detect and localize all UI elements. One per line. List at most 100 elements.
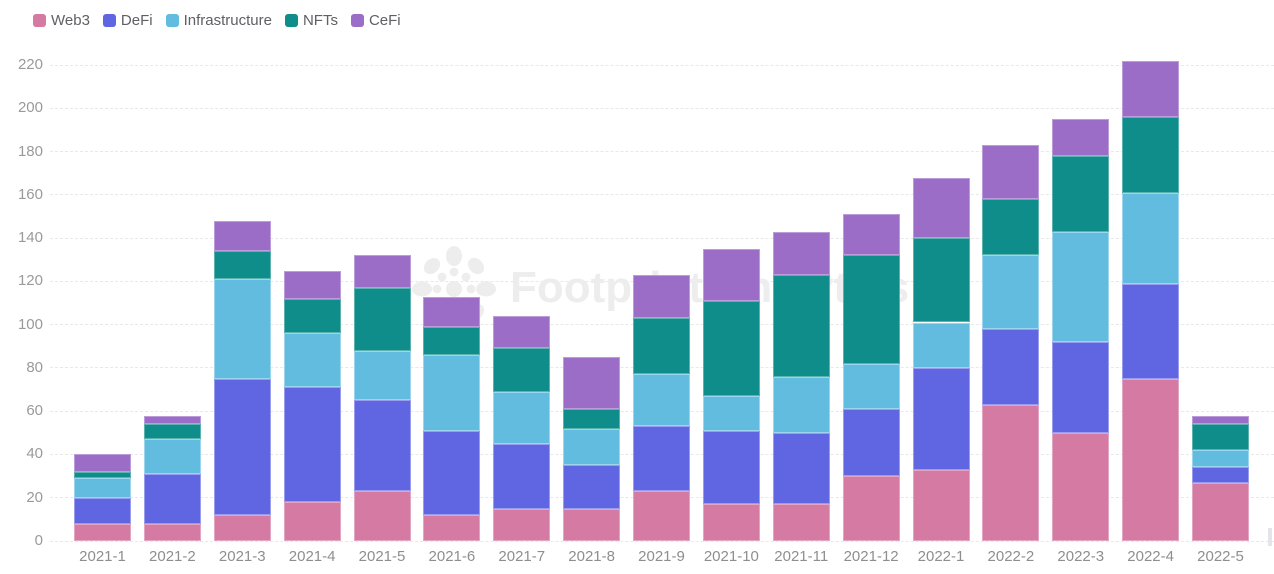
bar-segment-nfts-2022-2[interactable] bbox=[982, 199, 1040, 256]
bar-segment-defi-2021-11[interactable] bbox=[772, 432, 830, 505]
bar-segment-nfts-2022-1[interactable] bbox=[912, 238, 970, 323]
bar-segment-defi-2021-2[interactable] bbox=[143, 473, 201, 524]
bar-segment-infrastructure-2022-2[interactable] bbox=[982, 255, 1040, 329]
bar-segment-infrastructure-2021-4[interactable] bbox=[283, 333, 341, 388]
bar-segment-infrastructure-2022-4[interactable] bbox=[1122, 192, 1180, 284]
bar-segment-defi-2022-5[interactable] bbox=[1192, 467, 1249, 483]
bar-segment-web3-2021-9[interactable] bbox=[633, 491, 690, 541]
bar-segment-defi-2021-5[interactable] bbox=[353, 400, 411, 492]
bar-segment-nfts-2022-3[interactable] bbox=[1052, 155, 1110, 232]
legend-item-nfts[interactable]: NFTs bbox=[284, 12, 338, 29]
bar-segment-nfts-2021-1[interactable] bbox=[74, 471, 131, 479]
bar-segment-cefi-2022-5[interactable] bbox=[1192, 415, 1249, 425]
bar-segment-nfts-2021-3[interactable] bbox=[213, 251, 271, 280]
bar-segment-cefi-2022-2[interactable] bbox=[982, 145, 1040, 200]
legend-item-web3[interactable]: Web3 bbox=[33, 12, 90, 29]
bar-segment-infrastructure-2021-3[interactable] bbox=[213, 279, 271, 379]
bar-segment-nfts-2021-7[interactable] bbox=[493, 348, 551, 392]
bar-segment-cefi-2021-10[interactable] bbox=[702, 248, 760, 301]
bar-segment-nfts-2021-6[interactable] bbox=[423, 326, 481, 355]
bar-segment-nfts-2021-8[interactable] bbox=[563, 409, 621, 429]
bar-segment-defi-2022-2[interactable] bbox=[982, 328, 1040, 405]
bar-segment-infrastructure-2021-9[interactable] bbox=[633, 374, 690, 427]
bar-segment-defi-2021-3[interactable] bbox=[213, 378, 271, 516]
bar-segment-defi-2021-7[interactable] bbox=[493, 443, 551, 509]
bar-segment-cefi-2021-4[interactable] bbox=[283, 270, 341, 299]
bar-segment-infrastructure-2021-8[interactable] bbox=[563, 428, 621, 466]
bar-segment-defi-2021-10[interactable] bbox=[702, 430, 760, 505]
bar-segment-nfts-2021-2[interactable] bbox=[143, 424, 201, 440]
bar-segment-web3-2021-6[interactable] bbox=[423, 515, 481, 541]
bar-2021-12[interactable] bbox=[842, 214, 900, 541]
bar-segment-infrastructure-2021-5[interactable] bbox=[353, 350, 411, 401]
bar-segment-infrastructure-2021-10[interactable] bbox=[702, 396, 760, 431]
bar-2021-10[interactable] bbox=[702, 248, 760, 541]
bar-segment-defi-2021-8[interactable] bbox=[563, 465, 621, 509]
bar-segment-nfts-2021-9[interactable] bbox=[633, 318, 690, 375]
bar-segment-nfts-2021-12[interactable] bbox=[842, 255, 900, 364]
bar-segment-nfts-2022-5[interactable] bbox=[1192, 424, 1249, 451]
bar-2022-2[interactable] bbox=[982, 145, 1040, 541]
bar-segment-infrastructure-2021-2[interactable] bbox=[143, 439, 201, 474]
bar-segment-defi-2022-1[interactable] bbox=[912, 367, 970, 470]
bar-segment-web3-2022-2[interactable] bbox=[982, 404, 1040, 541]
bar-segment-web3-2021-1[interactable] bbox=[74, 523, 131, 541]
bar-segment-defi-2021-12[interactable] bbox=[842, 409, 900, 477]
bar-segment-cefi-2021-5[interactable] bbox=[353, 255, 411, 288]
bar-segment-cefi-2021-7[interactable] bbox=[493, 315, 551, 349]
bar-2021-5[interactable] bbox=[353, 255, 411, 541]
legend-item-cefi[interactable]: CeFi bbox=[350, 12, 401, 29]
bar-segment-infrastructure-2022-5[interactable] bbox=[1192, 450, 1249, 468]
bar-segment-defi-2021-1[interactable] bbox=[74, 497, 131, 524]
bar-segment-nfts-2021-5[interactable] bbox=[353, 287, 411, 351]
bar-segment-web3-2021-12[interactable] bbox=[842, 476, 900, 541]
bar-segment-defi-2021-9[interactable] bbox=[633, 426, 690, 492]
bar-segment-defi-2022-4[interactable] bbox=[1122, 283, 1180, 379]
bar-segment-cefi-2021-3[interactable] bbox=[213, 220, 271, 252]
bar-segment-web3-2022-1[interactable] bbox=[912, 469, 970, 541]
legend-item-defi[interactable]: DeFi bbox=[102, 12, 153, 29]
bar-segment-web3-2021-4[interactable] bbox=[283, 502, 341, 541]
bar-segment-web3-2021-5[interactable] bbox=[353, 491, 411, 541]
bar-segment-cefi-2021-9[interactable] bbox=[633, 274, 690, 319]
bar-segment-defi-2022-3[interactable] bbox=[1052, 341, 1110, 433]
bar-segment-nfts-2021-4[interactable] bbox=[283, 298, 341, 334]
bar-segment-cefi-2021-8[interactable] bbox=[563, 357, 621, 410]
legend-item-infrastructure[interactable]: Infrastructure bbox=[165, 12, 272, 29]
bar-2021-1[interactable] bbox=[74, 454, 131, 541]
bar-2021-7[interactable] bbox=[493, 315, 551, 541]
bar-segment-nfts-2021-10[interactable] bbox=[702, 300, 760, 397]
bar-2022-1[interactable] bbox=[912, 177, 970, 541]
bar-segment-cefi-2021-11[interactable] bbox=[772, 231, 830, 275]
bar-segment-cefi-2021-6[interactable] bbox=[423, 296, 481, 327]
bar-2021-4[interactable] bbox=[283, 270, 341, 541]
bar-segment-infrastructure-2021-1[interactable] bbox=[74, 478, 131, 498]
bar-segment-web3-2021-11[interactable] bbox=[772, 504, 830, 541]
bar-segment-infrastructure-2022-3[interactable] bbox=[1052, 231, 1110, 342]
bar-segment-cefi-2021-2[interactable] bbox=[143, 415, 201, 425]
bar-segment-cefi-2022-3[interactable] bbox=[1052, 119, 1110, 156]
bar-segment-cefi-2022-4[interactable] bbox=[1122, 60, 1180, 117]
bar-2021-2[interactable] bbox=[143, 415, 201, 541]
bar-segment-defi-2021-6[interactable] bbox=[423, 430, 481, 516]
bar-2021-3[interactable] bbox=[213, 220, 271, 541]
bar-segment-cefi-2021-1[interactable] bbox=[74, 454, 131, 472]
bar-segment-web3-2021-3[interactable] bbox=[213, 515, 271, 541]
bar-segment-web3-2021-8[interactable] bbox=[563, 508, 621, 541]
bar-segment-nfts-2021-11[interactable] bbox=[772, 274, 830, 377]
bar-2022-3[interactable] bbox=[1052, 119, 1110, 541]
bar-segment-infrastructure-2022-1[interactable] bbox=[912, 322, 970, 368]
bar-segment-cefi-2022-1[interactable] bbox=[912, 177, 970, 239]
bar-segment-cefi-2021-12[interactable] bbox=[842, 214, 900, 256]
bar-segment-infrastructure-2021-6[interactable] bbox=[423, 354, 481, 431]
bar-segment-infrastructure-2021-11[interactable] bbox=[772, 376, 830, 433]
bar-segment-web3-2021-10[interactable] bbox=[702, 504, 760, 541]
bar-segment-web3-2022-5[interactable] bbox=[1192, 482, 1249, 541]
bar-segment-defi-2021-4[interactable] bbox=[283, 387, 341, 503]
bar-segment-infrastructure-2021-7[interactable] bbox=[493, 391, 551, 444]
bar-2021-6[interactable] bbox=[423, 296, 481, 541]
bar-segment-web3-2022-4[interactable] bbox=[1122, 378, 1180, 541]
bar-segment-web3-2022-3[interactable] bbox=[1052, 432, 1110, 541]
bar-segment-web3-2021-7[interactable] bbox=[493, 508, 551, 541]
bar-2021-9[interactable] bbox=[633, 274, 690, 541]
